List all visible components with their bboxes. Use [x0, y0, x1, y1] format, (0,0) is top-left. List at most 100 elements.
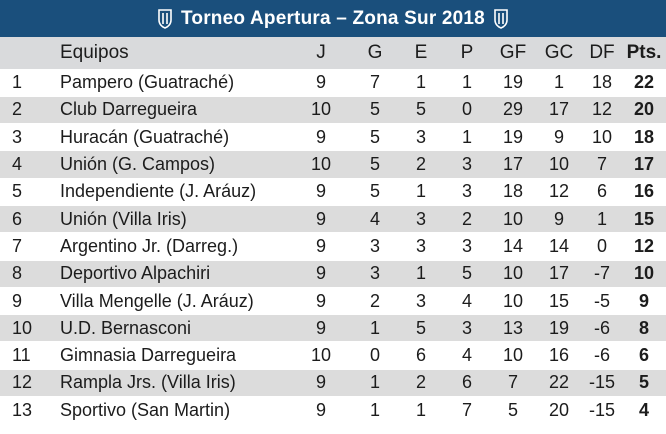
- goals-for-cell: 10: [490, 287, 536, 316]
- position-cell: 11: [0, 341, 56, 370]
- goals-for-cell: 29: [490, 96, 536, 125]
- lost-cell: 1: [444, 123, 490, 152]
- team-name-cell: Villa Mengelle (J. Aráuz): [56, 287, 290, 316]
- team-name-cell: Gimnasia Darregueira: [56, 341, 290, 370]
- goals-for-cell: 10: [490, 260, 536, 288]
- goal-difference-cell: -15: [582, 369, 622, 398]
- goals-against-cell: 15: [536, 287, 582, 316]
- played-cell: 10: [290, 341, 352, 370]
- goals-against-cell: 9: [536, 205, 582, 234]
- points-cell: 10: [622, 260, 666, 288]
- team-name-cell: Sportivo (San Martin): [56, 396, 290, 425]
- goals-against-cell: 19: [536, 314, 582, 343]
- goals-for-cell: 10: [490, 205, 536, 234]
- lost-cell: 4: [444, 287, 490, 316]
- header-team: Equipos: [56, 37, 290, 70]
- goals-for-cell: 10: [490, 341, 536, 370]
- lost-cell: 5: [444, 260, 490, 288]
- goals-for-cell: 5: [490, 396, 536, 425]
- won-cell: 3: [352, 232, 398, 261]
- table-row: 4 Unión (G. Campos) 10 5 2 3 17 10 7 17: [0, 150, 666, 179]
- goals-against-cell: 1: [536, 69, 582, 97]
- position-cell: 2: [0, 96, 56, 125]
- team-name-cell: Independiente (J. Aráuz): [56, 178, 290, 206]
- drawn-cell: 3: [398, 205, 444, 234]
- table-body: 1 Pampero (Guatraché) 9 7 1 1 19 1 18 22 2 Club Dar…: [0, 69, 666, 425]
- lost-cell: 2: [444, 205, 490, 234]
- team-name-cell: Deportivo Alpachiri: [56, 260, 290, 288]
- drawn-cell: 6: [398, 341, 444, 370]
- points-cell: 4: [622, 396, 666, 425]
- lost-cell: 3: [444, 232, 490, 261]
- goal-difference-cell: -6: [582, 341, 622, 370]
- goals-for-cell: 19: [490, 123, 536, 152]
- won-cell: 1: [352, 396, 398, 425]
- goals-for-cell: 13: [490, 314, 536, 343]
- drawn-cell: 1: [398, 178, 444, 206]
- team-name-cell: U.D. Bernasconi: [56, 314, 290, 343]
- goals-against-cell: 17: [536, 96, 582, 125]
- position-cell: 13: [0, 396, 56, 425]
- goal-difference-cell: 10: [582, 123, 622, 152]
- table-row: 7 Argentino Jr. (Darreg.) 9 3 3 3 14 14 0 12: [0, 232, 666, 261]
- goal-difference-cell: 6: [582, 178, 622, 206]
- lost-cell: 1: [444, 69, 490, 97]
- position-cell: 3: [0, 123, 56, 152]
- table-row: 6 Unión (Villa Iris) 9 4 3 2 10 9 1 15: [0, 205, 666, 234]
- header-pos: [0, 37, 56, 70]
- won-cell: 2: [352, 287, 398, 316]
- won-cell: 5: [352, 96, 398, 125]
- header-e: E: [398, 37, 444, 70]
- position-cell: 9: [0, 287, 56, 316]
- points-cell: 20: [622, 96, 666, 125]
- goals-against-cell: 17: [536, 260, 582, 288]
- goal-difference-cell: 7: [582, 150, 622, 179]
- played-cell: 9: [290, 123, 352, 152]
- goal-difference-cell: -6: [582, 314, 622, 343]
- points-cell: 16: [622, 178, 666, 206]
- header-gf: GF: [490, 37, 536, 70]
- points-cell: 22: [622, 69, 666, 97]
- goal-difference-cell: 12: [582, 96, 622, 125]
- crest-icon: [493, 8, 509, 29]
- lost-cell: 3: [444, 150, 490, 179]
- played-cell: 10: [290, 150, 352, 179]
- position-cell: 12: [0, 369, 56, 398]
- header-pts: Pts.: [622, 37, 666, 70]
- crest-icon: [157, 8, 173, 29]
- points-cell: 15: [622, 205, 666, 234]
- goal-difference-cell: -15: [582, 396, 622, 425]
- lost-cell: 3: [444, 314, 490, 343]
- header-g: G: [352, 37, 398, 70]
- drawn-cell: 1: [398, 260, 444, 288]
- header-p: P: [444, 37, 490, 70]
- position-cell: 10: [0, 314, 56, 343]
- goals-for-cell: 18: [490, 178, 536, 206]
- position-cell: 5: [0, 178, 56, 206]
- played-cell: 9: [290, 69, 352, 97]
- goal-difference-cell: 18: [582, 69, 622, 97]
- played-cell: 9: [290, 178, 352, 206]
- table-row: 2 Club Darregueira 10 5 5 0 29 17 12 20: [0, 96, 666, 125]
- won-cell: 4: [352, 205, 398, 234]
- team-name-cell: Unión (G. Campos): [56, 150, 290, 179]
- lost-cell: 0: [444, 96, 490, 125]
- points-cell: 17: [622, 150, 666, 179]
- drawn-cell: 5: [398, 314, 444, 343]
- points-cell: 8: [622, 314, 666, 343]
- goal-difference-cell: 1: [582, 205, 622, 234]
- points-cell: 18: [622, 123, 666, 152]
- table-row: 8 Deportivo Alpachiri 9 3 1 5 10 17 -7 10: [0, 260, 666, 288]
- points-cell: 5: [622, 369, 666, 398]
- won-cell: 1: [352, 314, 398, 343]
- won-cell: 5: [352, 178, 398, 206]
- played-cell: 9: [290, 369, 352, 398]
- points-cell: 9: [622, 287, 666, 316]
- goals-for-cell: 17: [490, 150, 536, 179]
- lost-cell: 6: [444, 369, 490, 398]
- table-row: 12 Rampla Jrs. (Villa Iris) 9 1 2 6 7 22 -15 5: [0, 369, 666, 398]
- position-cell: 8: [0, 260, 56, 288]
- won-cell: 0: [352, 341, 398, 370]
- goal-difference-cell: 0: [582, 232, 622, 261]
- goals-for-cell: 7: [490, 369, 536, 398]
